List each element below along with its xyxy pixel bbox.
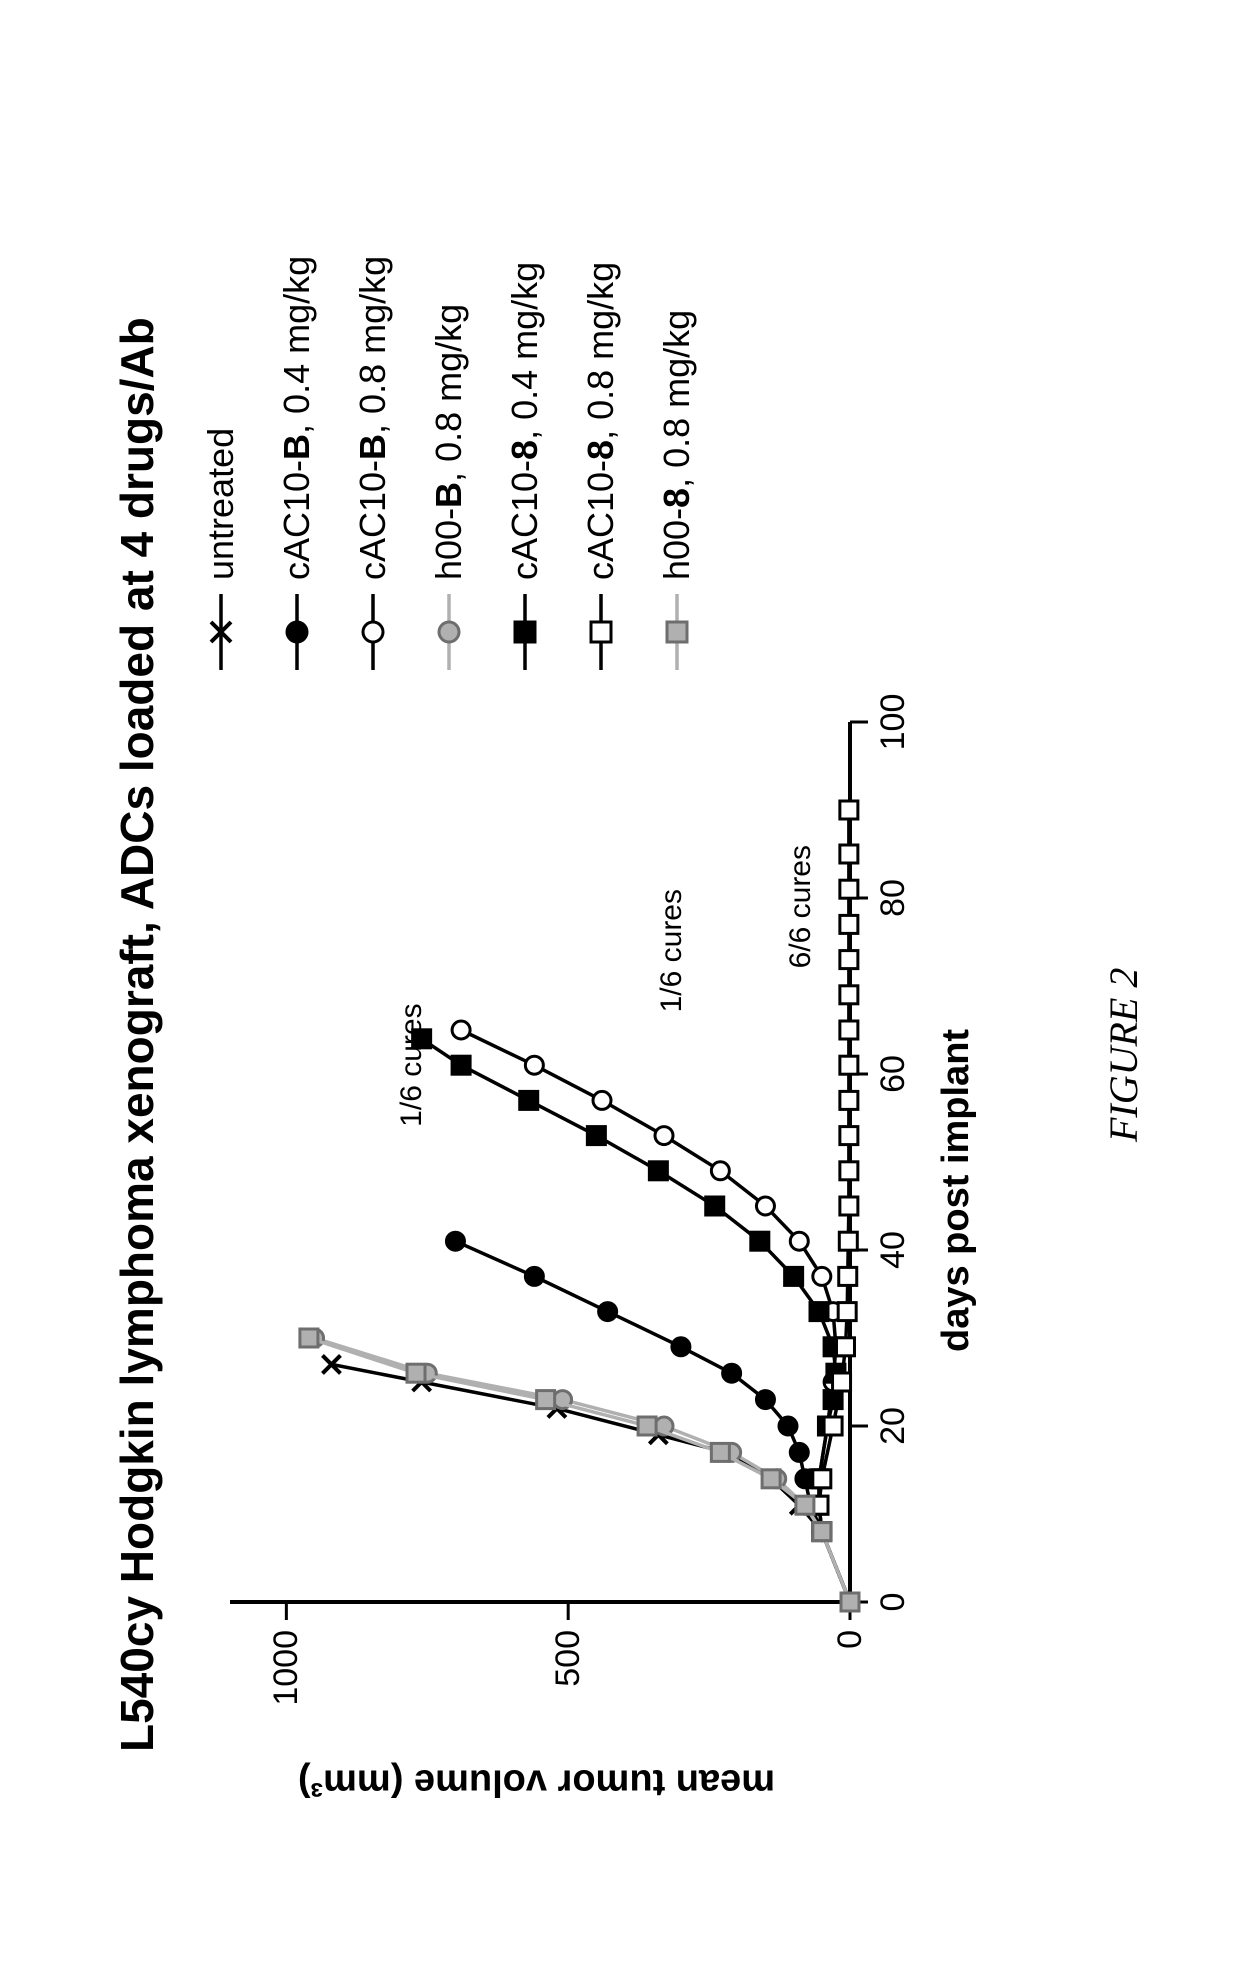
figure-caption: FIGURE 2 — [1100, 968, 1147, 1142]
legend-item: cAC10-8, 0.4 mg/kg — [504, 262, 546, 672]
y-axis-label: mean tumor volume (mm³) — [237, 1761, 837, 1804]
plot-area — [230, 722, 850, 1602]
x-tick-label: 100 — [874, 692, 913, 752]
legend-label: cAC10-B, 0.8 mg/kg — [352, 256, 394, 580]
legend-marker-icon — [511, 592, 539, 672]
x-tick-label: 60 — [874, 1044, 913, 1104]
landscape-content: L540cy Hodgkin lymphoma xenograft, ADCs … — [0, 0, 1240, 1972]
legend-item: h00-8, 0.8 mg/kg — [656, 310, 698, 672]
x-axis-label: days post implant — [935, 1029, 978, 1352]
chart-annotation: 6/6 cures — [784, 845, 818, 968]
legend-label: h00-B, 0.8 mg/kg — [428, 304, 470, 580]
x-tick-label: 80 — [874, 868, 913, 928]
y-tick-label: 500 — [549, 1630, 588, 1730]
page-root: L540cy Hodgkin lymphoma xenograft, ADCs … — [0, 0, 1240, 1972]
y-tick-label: 0 — [831, 1630, 870, 1730]
legend-label: cAC10-B, 0.4 mg/kg — [276, 256, 318, 580]
legend-label: cAC10-8, 0.8 mg/kg — [580, 262, 622, 580]
chart-title: L540cy Hodgkin lymphoma xenograft, ADCs … — [110, 317, 164, 1752]
x-tick-label: 0 — [874, 1572, 913, 1632]
legend-item: cAC10-B, 0.4 mg/kg — [276, 256, 318, 672]
legend-item: cAC10-B, 0.8 mg/kg — [352, 256, 394, 672]
legend-label: h00-8, 0.8 mg/kg — [656, 310, 698, 580]
x-tick-label: 40 — [874, 1220, 913, 1280]
legend-item: untreated — [200, 428, 242, 672]
legend-marker-icon — [283, 592, 311, 672]
chart-annotation: 1/6 cures — [395, 1003, 429, 1126]
legend-marker-icon — [435, 592, 463, 672]
legend-marker-icon — [359, 592, 387, 672]
legend-marker-icon — [207, 592, 235, 672]
legend-item: h00-B, 0.8 mg/kg — [428, 304, 470, 672]
chart-annotation: 1/6 cures — [655, 889, 689, 1012]
legend-label: untreated — [200, 428, 242, 580]
y-tick-label: 1000 — [267, 1630, 306, 1730]
portrait-frame: L540cy Hodgkin lymphoma xenograft, ADCs … — [0, 0, 1240, 1972]
legend-label: cAC10-8, 0.4 mg/kg — [504, 262, 546, 580]
legend-item: cAC10-8, 0.8 mg/kg — [580, 262, 622, 672]
x-tick-label: 20 — [874, 1396, 913, 1456]
legend-marker-icon — [663, 592, 691, 672]
plot-svg — [230, 722, 850, 1602]
legend-marker-icon — [587, 592, 615, 672]
